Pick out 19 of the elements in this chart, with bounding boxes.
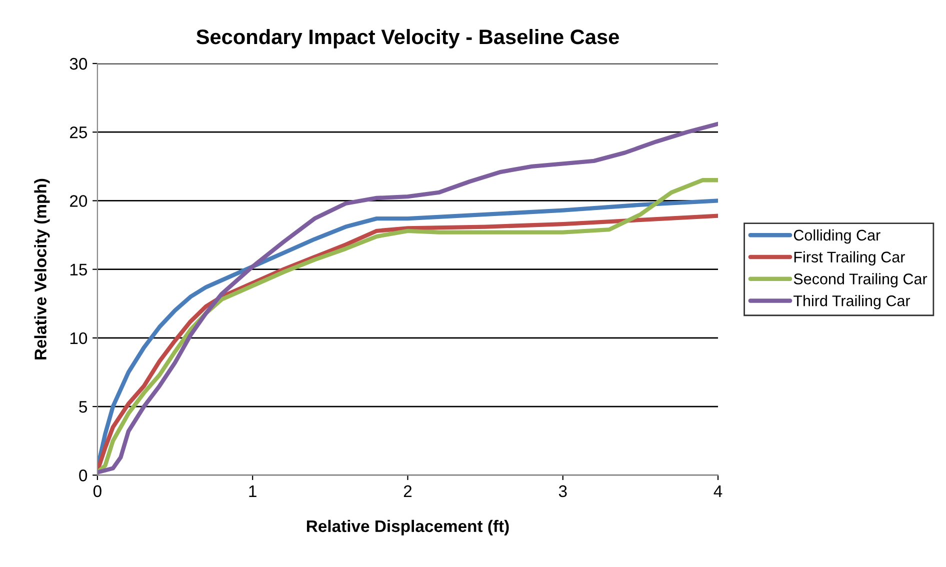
legend-label: Third Trailing Car	[794, 295, 910, 310]
x-tick-label: 4	[714, 485, 722, 497]
legend-label: First Trailing Car	[794, 251, 905, 266]
x-tick-label: 1	[249, 485, 256, 497]
y-tick-label: 30	[70, 58, 88, 70]
y-tick-label: 5	[79, 401, 88, 413]
y-tick-label: 10	[70, 332, 88, 344]
y-tick-label: 15	[70, 264, 88, 276]
x-tick-label: 2	[404, 485, 412, 497]
y-tick-label: 20	[70, 195, 88, 207]
y-tick-label: 0	[79, 470, 88, 482]
y-axis-title: Relative Velocity (mph)	[34, 178, 50, 360]
x-tick-label: 0	[93, 485, 102, 498]
legend-label: Colliding Car	[794, 229, 880, 244]
chart-title: Secondary Impact Velocity - Baseline Case	[196, 28, 619, 48]
x-tick-label: 3	[558, 485, 567, 498]
legend-label: Second Trailing Car	[794, 273, 928, 288]
y-tick-label: 25	[70, 126, 88, 138]
x-axis-title: Relative Displacement (ft)	[306, 520, 509, 536]
